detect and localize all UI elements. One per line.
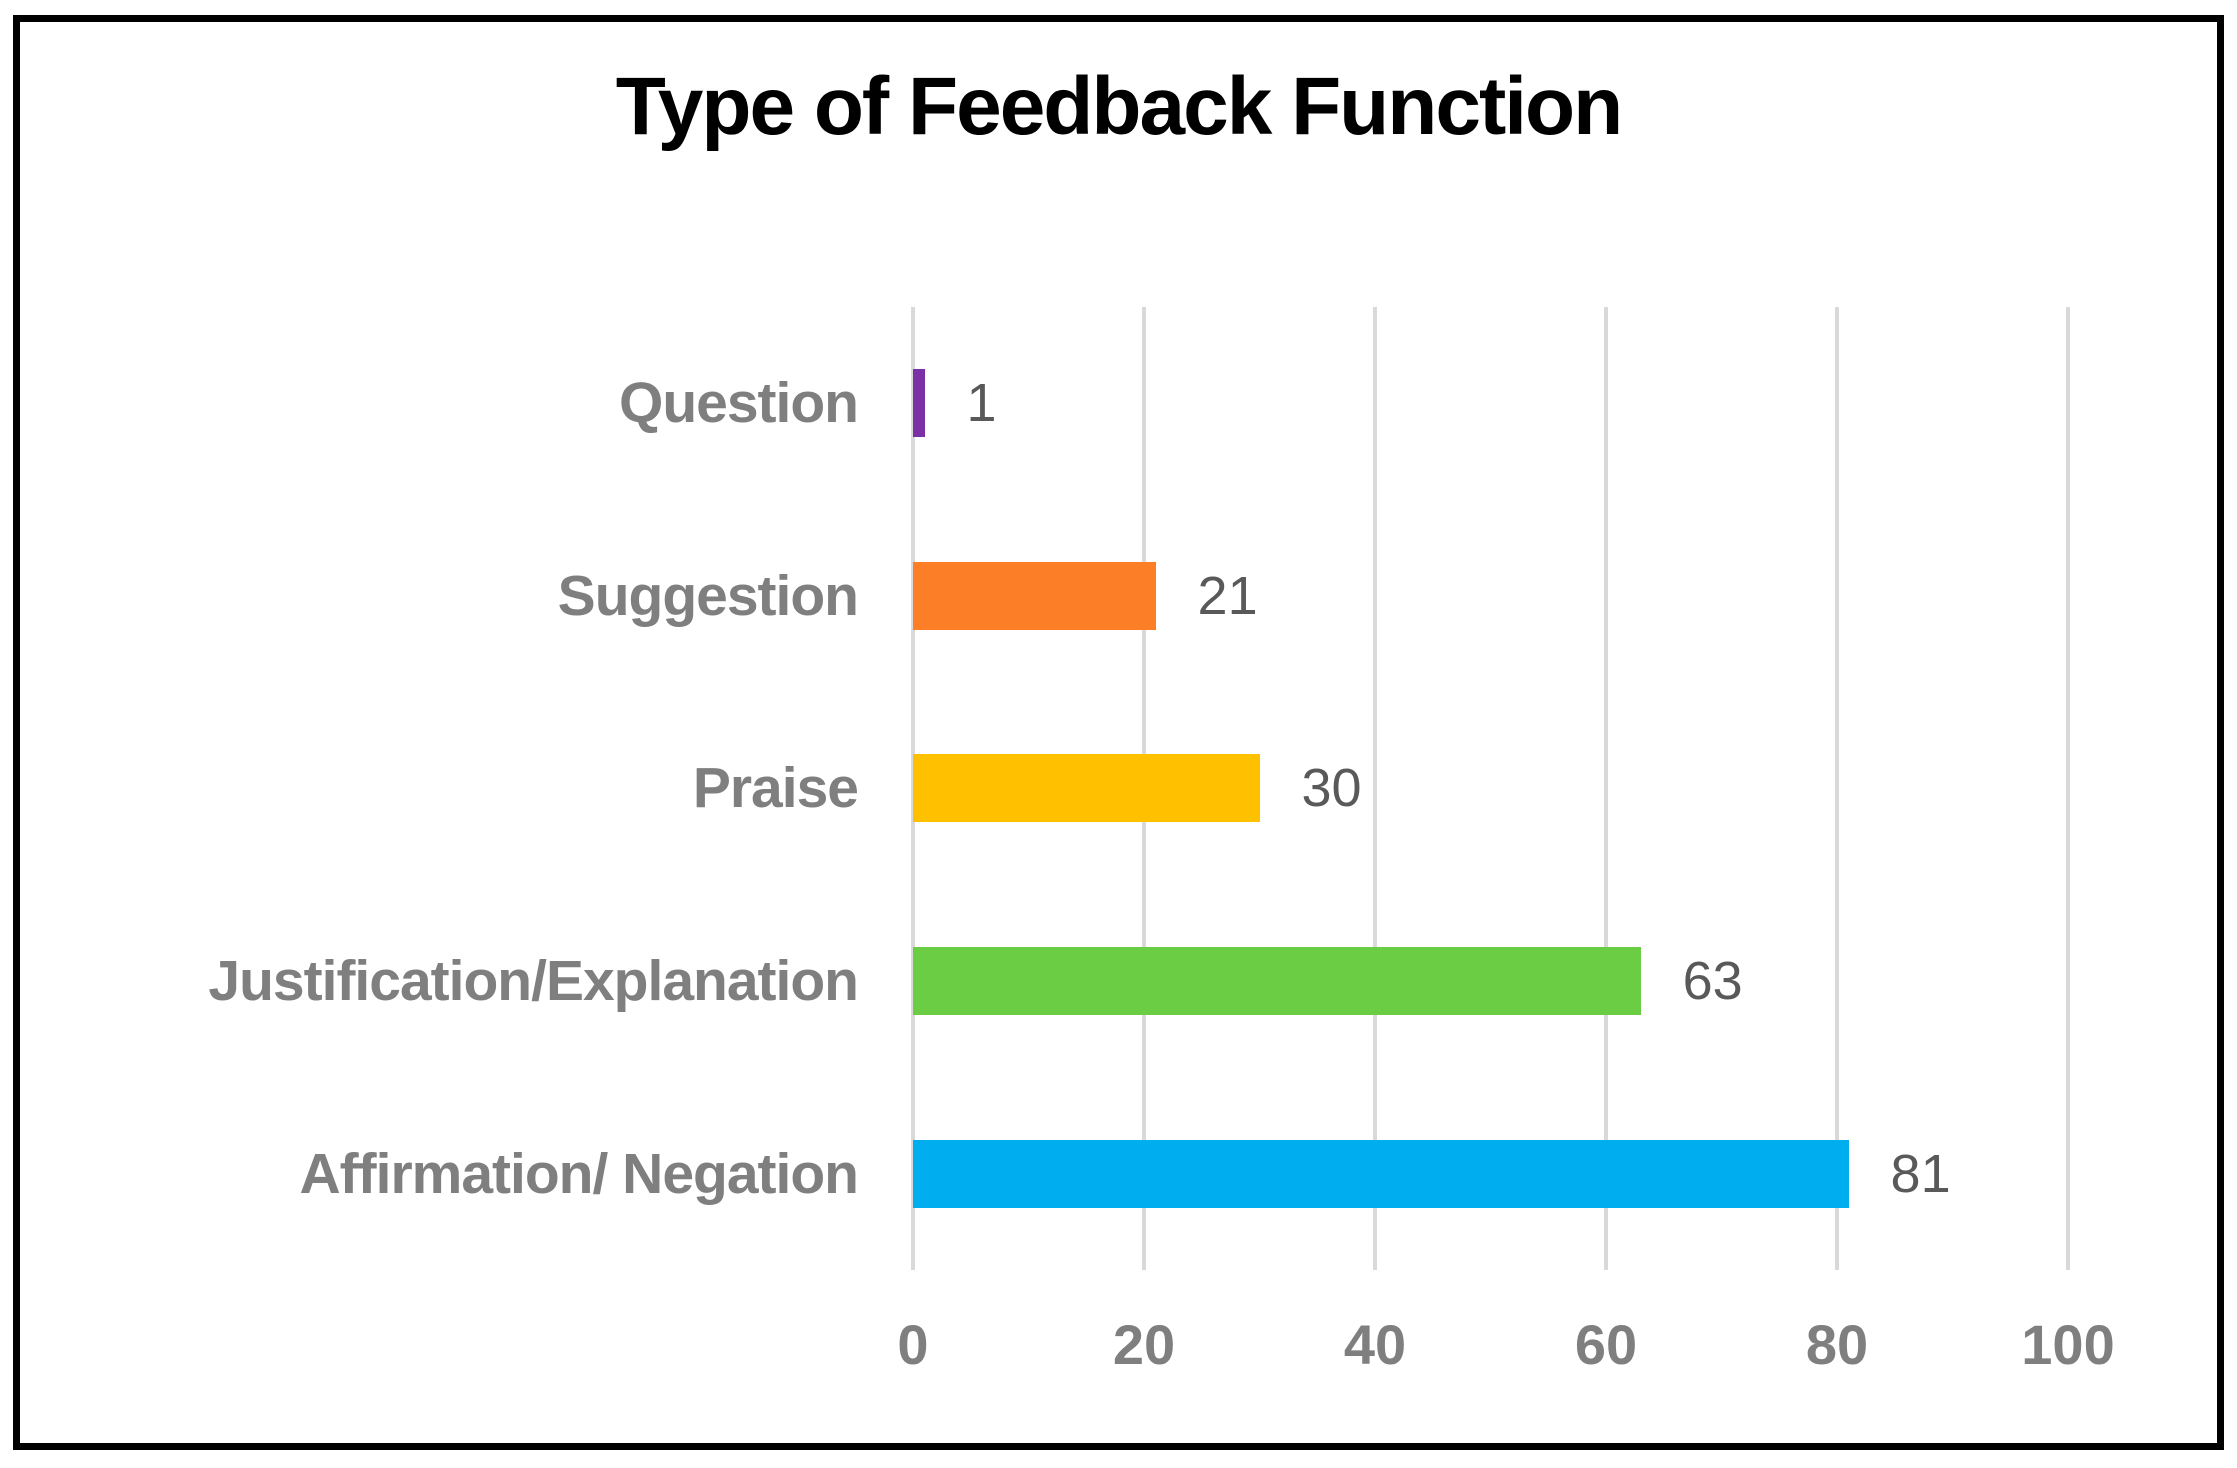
category-label: Suggestion (557, 563, 859, 628)
category-label: Praise (692, 756, 859, 821)
value-label: 63 (1682, 951, 1743, 1012)
x-tick-label: 40 (1343, 1313, 1407, 1376)
bar (913, 947, 1641, 1016)
gridline (1835, 307, 1839, 1270)
bars-layer: Question 1 Suggestion 21 Praise 30 Justificati… (208, 307, 2068, 1270)
category-label: Question (618, 371, 859, 436)
category-label: Affirmation/ Negation (299, 1141, 859, 1206)
value-label: 81 (1890, 1143, 1951, 1204)
value-label: 30 (1301, 758, 1362, 819)
bar (913, 369, 925, 438)
x-tick-label: 80 (1805, 1313, 1869, 1376)
value-label: 21 (1197, 565, 1258, 626)
plot-area: Question 1 Suggestion 21 Praise 30 Justificati… (208, 307, 2115, 1376)
x-tick-label: 20 (1112, 1313, 1176, 1376)
gridline (2066, 307, 2070, 1270)
bar (913, 1139, 1849, 1208)
value-label: 1 (966, 373, 997, 434)
category-label: Justification/Explanation (208, 949, 859, 1014)
bar-row: Suggestion 21 (558, 500, 2068, 693)
x-tick-label: 60 (1574, 1313, 1638, 1376)
bar (913, 561, 1156, 630)
chart-frame: Type of Feedback Function Question 1 Sugge… (13, 15, 2224, 1450)
bar-row: Affirmation/ Negation 81 (300, 1077, 2068, 1270)
gridline (1373, 307, 1377, 1270)
chart-title: Type of Feedback Function (615, 61, 1623, 152)
gridline (1604, 307, 1608, 1270)
x-tick-label: 100 (2021, 1313, 2115, 1376)
bar-row: Praise 30 (693, 692, 2068, 885)
bar-row: Justification/Explanation 63 (208, 885, 2068, 1078)
bar-row: Question 1 (619, 307, 2068, 500)
bar (913, 754, 1260, 823)
x-tick-label: 0 (897, 1313, 929, 1376)
